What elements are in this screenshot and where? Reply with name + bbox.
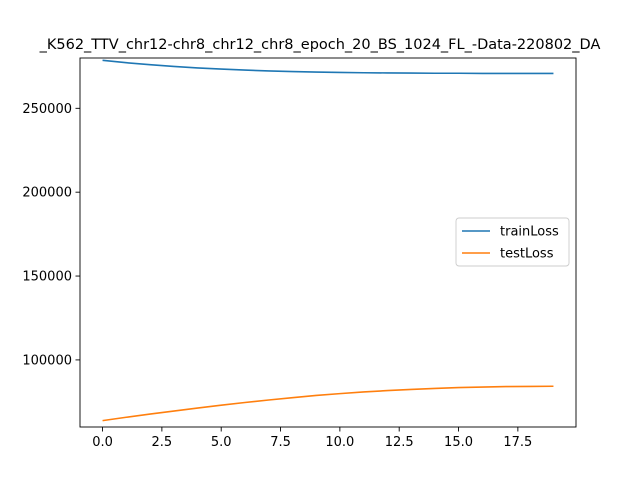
chart-title: _K562_TTV_chr12-chr8_chr12_chr8_epoch_20…	[39, 37, 601, 53]
legend-label-trainLoss: trainLoss	[500, 225, 559, 240]
series-line-trainLoss	[102, 59, 554, 75]
x-tick-label: 17.5	[503, 435, 532, 450]
plot-area: 0.0 2.5 5.0 7.5 10.0 12.5 15.0 17.5 100000 150000…	[22, 57, 577, 450]
legend: trainLoss testLoss	[455, 217, 570, 267]
x-tick-label: 15.0	[444, 435, 473, 450]
y-tick-label: 150000	[22, 270, 72, 285]
legend-label-testLoss: testLoss	[500, 247, 554, 262]
x-tick-label: 7.5	[270, 435, 291, 450]
x-tick-label: 10.0	[325, 435, 354, 450]
y-tick-label: 200000	[22, 186, 72, 201]
x-tick-label: 0.0	[92, 435, 113, 450]
x-tick-label: 12.5	[385, 435, 414, 450]
axes-frame	[79, 57, 577, 428]
legend-box	[455, 217, 570, 267]
y-tick-label: 100000	[22, 353, 72, 368]
y-tick-label: 250000	[22, 102, 72, 117]
x-tick-label: 2.5	[152, 435, 173, 450]
series-line-testLoss	[102, 385, 554, 422]
x-tick-label: 5.0	[211, 435, 232, 450]
